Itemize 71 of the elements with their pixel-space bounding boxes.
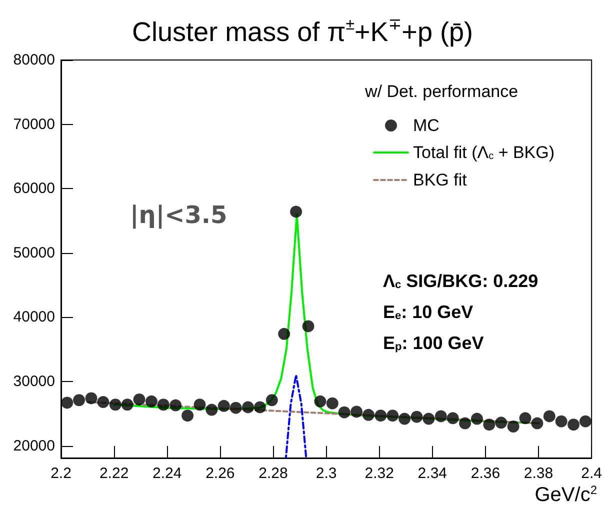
x-tick-label: 2.24 (152, 465, 182, 482)
y-tick-label: 40000 (13, 308, 55, 326)
x-tick-label: 2.38 (524, 465, 554, 482)
point (278, 328, 290, 340)
point (170, 399, 182, 412)
x-tick-label: 2.32 (364, 465, 394, 482)
point (61, 396, 74, 409)
point (302, 320, 314, 332)
annotation: Λc SIG/BKG: 0.229 (383, 271, 538, 291)
point (73, 394, 86, 406)
point (386, 410, 399, 422)
x-tick-label: 2.2 (50, 465, 72, 482)
point (194, 398, 206, 411)
point (133, 393, 146, 406)
point (97, 396, 110, 408)
point (507, 420, 520, 432)
point (410, 410, 423, 423)
x-tick-label: 2.36 (470, 465, 500, 482)
y-tick-label: 30000 (13, 372, 55, 390)
legend-label: MC (413, 116, 440, 135)
y-tick-label: 60000 (13, 180, 55, 198)
point (242, 401, 254, 414)
y-tick-label: 50000 (13, 244, 55, 262)
point (290, 206, 302, 218)
point (326, 397, 338, 410)
x-tick-label: 2.3 (316, 465, 337, 482)
legend-title: w/ Det. performance (364, 82, 518, 101)
point (145, 395, 158, 408)
point (182, 410, 194, 422)
y-tick-label: 70000 (13, 116, 55, 133)
point (555, 415, 568, 428)
point (459, 417, 472, 430)
point (362, 408, 374, 421)
annotation: Ee: 10 GeV (383, 302, 474, 322)
x-tick-label: 2.26 (206, 465, 235, 482)
x-tick-label: 2.34 (418, 465, 448, 482)
point (470, 412, 483, 425)
x-tick-label: 2.22 (99, 465, 129, 482)
point (254, 401, 266, 414)
point (543, 410, 556, 422)
point (230, 402, 242, 414)
point (568, 418, 580, 431)
point (157, 398, 170, 411)
point (85, 392, 98, 404)
point (519, 412, 532, 424)
point (109, 398, 122, 411)
point (350, 406, 363, 418)
point (483, 418, 496, 431)
point (338, 406, 350, 418)
annotation: |η|<3.5 (130, 201, 228, 229)
point (314, 395, 326, 408)
point (531, 417, 544, 430)
annotation: Ep: 100 GeV (383, 333, 484, 353)
y-tick-label: 80000 (13, 52, 55, 68)
point (434, 410, 447, 422)
point (121, 398, 134, 411)
point (266, 394, 278, 406)
legend-label: BKG fit (413, 170, 468, 190)
point (206, 404, 218, 416)
y-tick-label: 20000 (13, 437, 55, 454)
legend-label: Total fit (Λc + BKG) (413, 143, 555, 162)
chart-title: Cluster mass of π±+K∓+p (p̄) (132, 16, 473, 47)
x-tick-label: 2.4 (581, 465, 602, 482)
point (579, 415, 592, 428)
x-tick-label: 2.28 (258, 465, 288, 482)
point (446, 412, 459, 424)
point (398, 412, 411, 425)
point (495, 416, 508, 429)
point (422, 412, 435, 425)
point (374, 410, 387, 422)
point (218, 400, 230, 412)
